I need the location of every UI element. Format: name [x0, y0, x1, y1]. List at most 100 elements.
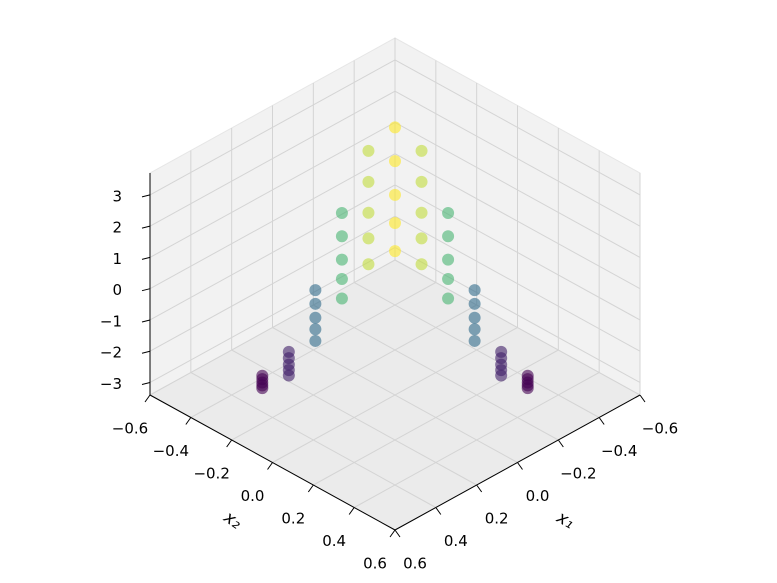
point [256, 382, 269, 395]
point [362, 144, 375, 157]
tick-mark [389, 529, 396, 538]
point [309, 323, 322, 336]
tick-mark [141, 288, 151, 292]
tick-label: 0 [112, 281, 122, 299]
grid-line [394, 184, 641, 321]
tick-mark [144, 394, 151, 403]
grid-line [394, 247, 641, 383]
tick-label: −0.4 [153, 442, 189, 460]
tick-label: −0.6 [112, 420, 148, 438]
tick-label: 0.2 [281, 510, 305, 528]
point [415, 232, 428, 245]
point [282, 369, 295, 382]
point [335, 253, 348, 266]
grid-line [149, 259, 396, 396]
tick-mark [141, 319, 151, 323]
point [362, 206, 375, 219]
point [442, 230, 455, 243]
tick-label: 0.2 [485, 510, 509, 528]
tick-mark [141, 350, 151, 354]
point [335, 292, 348, 305]
grid-line [149, 247, 396, 383]
tick-label: 0.0 [241, 487, 265, 505]
point [389, 155, 401, 168]
point [442, 272, 455, 285]
tick-label: 1 [112, 250, 122, 268]
grid-line [353, 372, 600, 508]
point [468, 334, 481, 347]
point [415, 144, 428, 157]
grid-line [313, 349, 559, 486]
grid-line [149, 153, 396, 290]
grid-line [394, 59, 641, 196]
point [335, 272, 348, 285]
tick-label: 0.6 [363, 555, 387, 573]
point [468, 297, 481, 310]
grid-line [149, 121, 396, 258]
tick-label: −0.4 [601, 442, 637, 460]
tick-mark [639, 394, 646, 403]
grid-line [231, 304, 477, 441]
tick-mark [185, 417, 192, 425]
point [389, 188, 401, 201]
tick-mark [226, 439, 233, 448]
tick-label: 0.0 [526, 487, 550, 505]
tick-label: −3 [100, 375, 122, 393]
tick-mark [394, 529, 401, 538]
tick-mark [141, 382, 151, 385]
point [389, 121, 401, 134]
tick-label: −0.6 [642, 420, 678, 438]
tick-label: −2 [100, 344, 122, 362]
tick-label: −0.2 [560, 465, 596, 483]
tick-mark [476, 484, 483, 493]
point [442, 253, 455, 266]
point [362, 232, 375, 245]
x-axis-label: x₁ [552, 507, 577, 533]
tick-mark [598, 417, 605, 425]
tick-mark [267, 462, 273, 470]
point [335, 207, 348, 220]
point [468, 323, 481, 336]
tick-mark [141, 194, 151, 198]
grid-line [394, 90, 641, 227]
y-axis-label: x₂ [219, 507, 245, 534]
grid-line [394, 215, 641, 352]
grid-line [149, 184, 396, 321]
tick-label: 0.6 [403, 555, 427, 573]
tick-mark [557, 439, 564, 448]
axis-line [394, 394, 641, 531]
point [389, 245, 401, 258]
tick-label: 0.4 [322, 532, 346, 550]
point [335, 230, 348, 243]
point [468, 311, 481, 324]
point [309, 334, 322, 347]
grid-line [272, 327, 518, 463]
point [389, 217, 401, 230]
point [415, 175, 428, 188]
tick-mark [348, 507, 355, 515]
grid-line [149, 215, 396, 352]
grid-line [394, 121, 641, 258]
point [309, 284, 322, 297]
point [362, 258, 375, 271]
tick-label: −1 [100, 312, 122, 330]
tick-mark [141, 256, 151, 260]
point [468, 284, 481, 297]
grid-line [149, 59, 396, 196]
point [415, 206, 428, 219]
tick-mark [517, 462, 523, 470]
grid-line [190, 282, 437, 418]
tick-label: 2 [112, 219, 122, 237]
tick-label: 3 [112, 187, 122, 205]
tick-mark [141, 225, 151, 229]
tick-label: 0.4 [444, 532, 468, 550]
tick-label: −0.2 [193, 465, 229, 483]
axis-line [149, 394, 396, 531]
grid-line [149, 90, 396, 227]
tick-mark [307, 484, 314, 493]
point [495, 369, 508, 382]
tick-mark [435, 507, 442, 515]
point [521, 382, 534, 395]
